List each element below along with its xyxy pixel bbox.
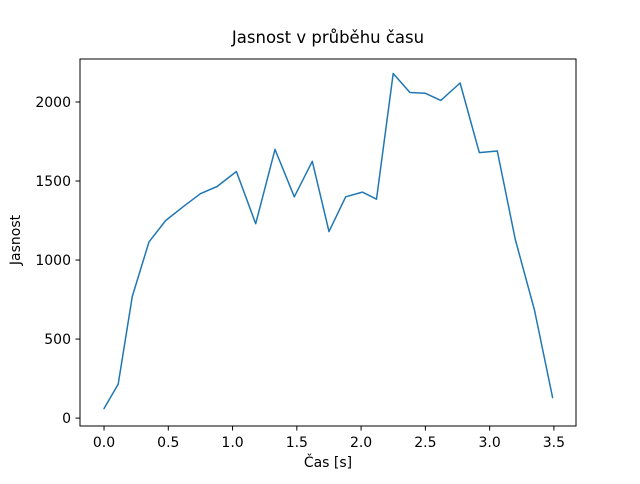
x-tick-label: 1.5 [286,435,308,451]
y-tick-label: 2000 [35,95,71,111]
x-tick-label: 3.5 [543,435,565,451]
series-line [103,72,554,410]
chart-title: Jasnost v průběhu času [231,28,425,47]
y-tick-label: 500 [44,332,71,348]
y-tick-label: 1500 [35,174,71,190]
x-tick-label: 2.0 [350,435,372,451]
x-axis-label: Čas [s] [303,455,353,471]
x-tick-label: 2.5 [414,435,436,451]
y-tick-label: 1000 [35,253,71,269]
y-axis-label: Jasnost [8,214,24,266]
x-tick-label: 0.0 [93,435,115,451]
x-tick-label: 3.0 [478,435,500,451]
x-tick-label: 1.0 [221,435,243,451]
x-tick-label: 0.5 [157,435,179,451]
axes-layer: 0.0 0.5 1.0 1.5 2.0 2.5 3.0 3.5 0 500 1000 1500 2000 [35,95,565,451]
y-tick-label: 0 [62,411,71,427]
plot-frame [79,58,577,427]
